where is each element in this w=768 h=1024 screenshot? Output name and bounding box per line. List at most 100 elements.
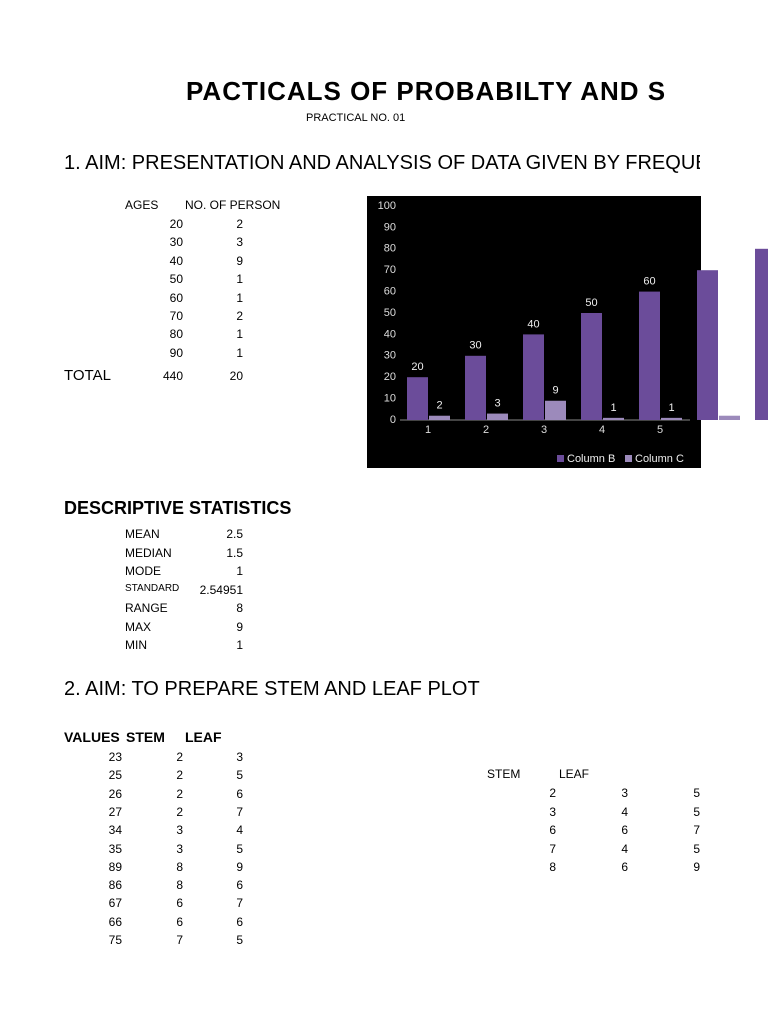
- stat-value: 2.54951: [199, 582, 243, 597]
- cell: 2: [176, 750, 183, 764]
- cell: 3: [176, 823, 183, 838]
- stat-label: STANDARD: [125, 582, 180, 594]
- cell: 20: [169, 217, 183, 231]
- cell: 2: [176, 786, 183, 801]
- cell: 8: [176, 859, 183, 874]
- column-header: STEM: [126, 729, 165, 745]
- stat-label: RANGE: [125, 601, 168, 615]
- column-header: NO. OF PERSON: [185, 198, 281, 212]
- bar: [429, 415, 450, 420]
- cell: 60: [169, 290, 183, 305]
- stat-value: 8: [236, 601, 243, 615]
- cell: 2: [236, 217, 243, 231]
- cell: 6: [236, 786, 243, 801]
- data-label: 9: [552, 385, 558, 397]
- cell: 6: [621, 860, 628, 874]
- bar: [487, 413, 508, 420]
- cell: 6: [621, 823, 628, 837]
- cell: 8: [549, 860, 556, 874]
- y-tick-label: 40: [384, 328, 396, 340]
- column-header: AGES: [125, 198, 159, 212]
- cell: 26: [108, 786, 122, 801]
- legend-swatch: [625, 455, 632, 462]
- data-label: 3: [494, 397, 500, 409]
- cell: 8: [176, 878, 183, 893]
- column-header: VALUES: [64, 729, 120, 745]
- cell: 20: [229, 369, 243, 383]
- cell: 7: [693, 823, 700, 837]
- bar: [581, 313, 602, 420]
- stat-value: 1: [236, 638, 243, 652]
- cell: 7: [236, 896, 243, 911]
- cell: 23: [108, 750, 122, 764]
- data-label: 20: [411, 361, 423, 373]
- data-label: 1: [668, 402, 674, 414]
- cell: 30: [169, 235, 183, 250]
- cell: 2: [176, 768, 183, 783]
- subtitle: PRACTICAL NO. 01: [306, 112, 406, 124]
- cell: 3: [621, 786, 628, 800]
- cell: 5: [236, 768, 243, 783]
- cell: 75: [108, 933, 122, 947]
- cell: 9: [236, 253, 243, 268]
- column-header: STEM: [487, 767, 521, 781]
- bar: [407, 377, 428, 420]
- cell: 5: [693, 841, 700, 856]
- cell: 5: [236, 841, 243, 856]
- cell: 5: [693, 786, 700, 800]
- cell: 3: [549, 804, 556, 819]
- cell: 67: [108, 896, 122, 911]
- data-label: 30: [469, 340, 481, 352]
- cell: 80: [169, 327, 183, 342]
- section-heading: DESCRIPTIVE STATISTICS: [64, 498, 292, 518]
- y-tick-label: 60: [384, 286, 396, 298]
- cell: 5: [693, 804, 700, 819]
- cell: 1: [236, 345, 243, 360]
- x-tick-label: 5: [657, 424, 663, 436]
- cell: 6: [236, 878, 243, 893]
- cell: 1: [236, 272, 243, 287]
- cell: 2: [236, 309, 243, 323]
- bar: [755, 248, 768, 420]
- bar: [661, 417, 682, 420]
- cell: 3: [176, 841, 183, 856]
- cell: 9: [693, 860, 700, 874]
- stat-label: MEAN: [125, 527, 160, 541]
- bar: [719, 415, 740, 420]
- stat-value: 9: [236, 619, 243, 634]
- cell: 1: [236, 327, 243, 342]
- column-header: LEAF: [559, 767, 590, 781]
- stat-label: MEDIAN: [125, 545, 172, 560]
- cell: 2: [176, 804, 183, 819]
- cell: 7: [236, 804, 243, 819]
- cell: 40: [169, 253, 183, 268]
- y-tick-label: 70: [384, 264, 396, 276]
- column-header: LEAF: [185, 729, 222, 745]
- cell: 4: [621, 841, 628, 856]
- cell: 50: [169, 272, 183, 287]
- y-tick-label: 100: [378, 200, 396, 212]
- cell: 6: [176, 896, 183, 911]
- stat-label: MIN: [125, 638, 147, 652]
- cell: 7: [549, 841, 556, 856]
- cell: 27: [108, 804, 122, 819]
- cell: 86: [108, 878, 122, 893]
- stat-label: MODE: [125, 564, 161, 578]
- bar: [545, 400, 566, 420]
- cell: 6: [176, 914, 183, 929]
- bar: [465, 355, 486, 420]
- cell: 35: [108, 841, 122, 856]
- data-label: 2: [436, 400, 442, 412]
- cell: 9: [236, 859, 243, 874]
- aim-heading: 1. AIM: PRESENTATION AND ANALYSIS OF DAT…: [64, 152, 700, 174]
- cell: 1: [236, 290, 243, 305]
- y-tick-label: 20: [384, 371, 396, 383]
- y-tick-label: 10: [384, 393, 396, 405]
- x-tick-label: 4: [599, 424, 605, 436]
- stat-label: MAX: [125, 619, 152, 634]
- cell: 25: [108, 768, 122, 783]
- x-tick-label: 1: [425, 424, 431, 436]
- cell: 6: [549, 823, 556, 837]
